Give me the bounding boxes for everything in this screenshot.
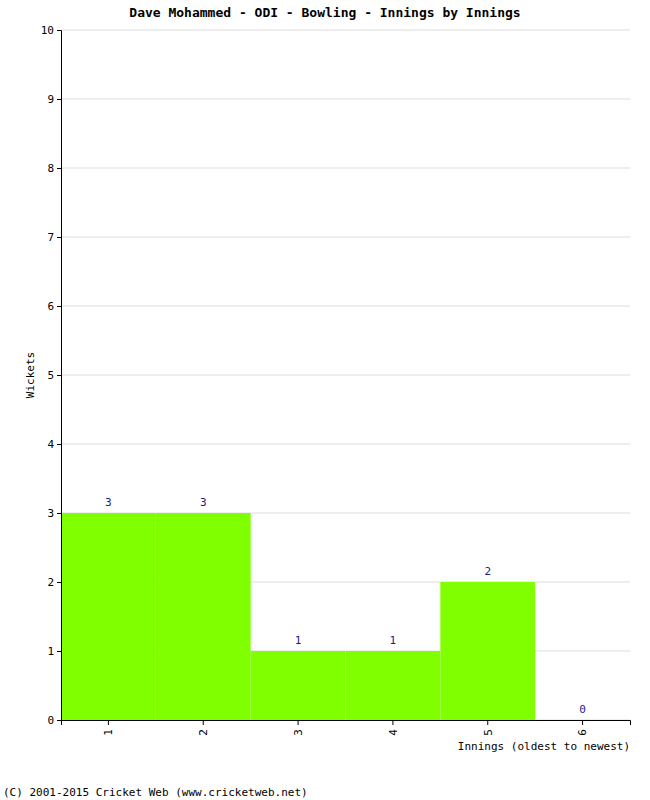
y-tick-mark bbox=[57, 720, 61, 721]
y-tick-label: 0 bbox=[47, 714, 54, 727]
title: Dave Mohammed - ODI - Bowling - Innings … bbox=[129, 5, 520, 20]
grid-line bbox=[61, 375, 630, 376]
x-tick: 6 bbox=[576, 720, 589, 736]
grid-line bbox=[61, 444, 630, 445]
y-tick: 6 bbox=[47, 300, 61, 313]
x-tick-mark bbox=[203, 720, 204, 725]
y-tick-label: 2 bbox=[47, 576, 54, 589]
y-tick: 4 bbox=[47, 438, 61, 451]
bar bbox=[156, 513, 251, 720]
data-label: 3 bbox=[105, 496, 112, 509]
y-tick: 10 bbox=[41, 24, 61, 37]
x-axis: 1 2 3 4 5 6 bbox=[62, 720, 631, 736]
y-tick-label: 1 bbox=[47, 645, 54, 658]
bar bbox=[346, 651, 441, 720]
y-tick: 3 bbox=[47, 507, 61, 520]
y-tick-label: 3 bbox=[47, 507, 54, 520]
x-tick: 4 bbox=[387, 720, 400, 736]
bar bbox=[440, 582, 535, 720]
x-tick: 2 bbox=[197, 720, 210, 736]
grid-line bbox=[61, 168, 630, 169]
y-tick-mark bbox=[57, 237, 61, 238]
footer: (C) 2001-2015 Cricket Web (www.cricketwe… bbox=[3, 786, 308, 799]
y-tick-label: 5 bbox=[47, 369, 54, 382]
x-tick-mark bbox=[298, 720, 299, 725]
x-tick-label: 1 bbox=[102, 729, 115, 736]
y-tick-label: 10 bbox=[41, 24, 54, 37]
background bbox=[0, 0, 650, 800]
y-tick-mark bbox=[57, 513, 61, 514]
y-axis-title: Wickets bbox=[24, 352, 37, 398]
y-tick: 7 bbox=[47, 231, 61, 244]
y-tick-mark bbox=[57, 306, 61, 307]
x-tick-mark bbox=[392, 720, 393, 725]
y-tick-mark bbox=[57, 444, 61, 445]
x-tick-label: 4 bbox=[387, 729, 400, 736]
y-tick-label: 7 bbox=[47, 231, 54, 244]
grid-line bbox=[61, 306, 630, 307]
grid-line bbox=[61, 99, 630, 100]
y-tick-mark bbox=[57, 375, 61, 376]
data-label: 0 bbox=[579, 703, 586, 716]
data-label: 1 bbox=[390, 634, 397, 647]
bars bbox=[61, 513, 535, 720]
grid bbox=[61, 30, 630, 720]
x-tick: 3 bbox=[292, 720, 305, 736]
y-tick-mark bbox=[57, 30, 61, 31]
x-tick-mark bbox=[487, 720, 488, 725]
y-axis-line bbox=[57, 31, 62, 721]
x-tick-label: 6 bbox=[576, 729, 589, 736]
y-tick: 9 bbox=[47, 93, 61, 106]
annotations: (C) 2001-2015 Cricket Web (www.cricketwe… bbox=[3, 786, 308, 799]
y-tick: 5 bbox=[47, 369, 61, 382]
y-tick: 0 bbox=[47, 714, 61, 727]
data-labels: 3 3 1 1 2 0 bbox=[105, 496, 586, 716]
data-label: 3 bbox=[200, 496, 207, 509]
y-tick-label: 4 bbox=[47, 438, 54, 451]
data-label: 2 bbox=[484, 565, 491, 578]
bar bbox=[61, 513, 156, 720]
x-tick-label: 3 bbox=[292, 729, 305, 736]
y-tick: 1 bbox=[47, 645, 61, 658]
y-tick-label: 8 bbox=[47, 162, 54, 175]
x-tick: 1 bbox=[102, 720, 115, 736]
x-tick-label: 2 bbox=[197, 729, 210, 736]
x-tick-label: 5 bbox=[482, 729, 495, 736]
x-axis-line bbox=[62, 721, 631, 726]
y-tick: 2 bbox=[47, 576, 61, 589]
y-tick-mark bbox=[57, 168, 61, 169]
y-tick: 8 bbox=[47, 162, 61, 175]
x-axis-title: Innings (oldest to newest) bbox=[458, 740, 630, 753]
chart: 0 1 2 3 4 5 6 7 8 9 10 1 2 3 4 5 6 3 3 1 1 2 0 Dave Mohammed - … bbox=[0, 0, 650, 800]
x-tick-mark bbox=[108, 720, 109, 725]
y-tick-mark bbox=[57, 99, 61, 100]
y-tick-mark bbox=[57, 582, 61, 583]
grid-line bbox=[61, 30, 630, 31]
x-tick: 5 bbox=[482, 720, 495, 736]
x-tick-mark bbox=[582, 720, 583, 725]
y-tick-label: 6 bbox=[47, 300, 54, 313]
bar bbox=[535, 720, 630, 721]
bar bbox=[251, 651, 346, 720]
y-tick-label: 9 bbox=[47, 93, 54, 106]
data-label: 1 bbox=[295, 634, 302, 647]
grid-line bbox=[61, 237, 630, 238]
y-axis: 0 1 2 3 4 5 6 7 8 9 10 bbox=[41, 24, 62, 727]
y-tick-mark bbox=[57, 651, 61, 652]
